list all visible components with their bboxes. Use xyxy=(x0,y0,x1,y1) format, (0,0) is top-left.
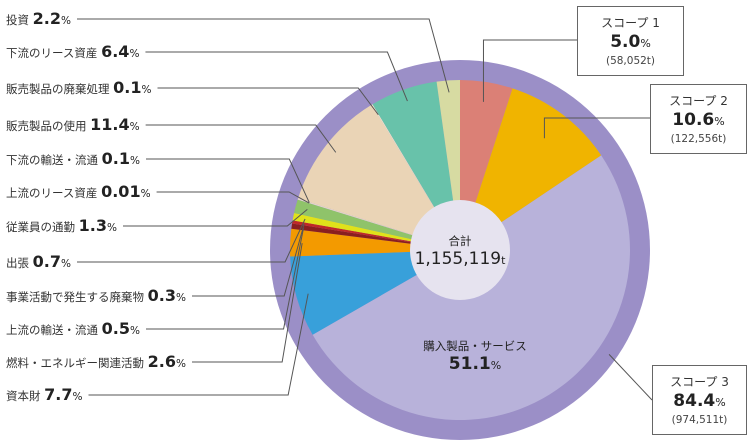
slice-scope2 xyxy=(460,88,602,250)
leader-7 xyxy=(77,218,306,263)
label-5: 上流のリース資産 0.01% xyxy=(6,182,151,201)
leader-8 xyxy=(192,223,305,297)
label-0: 投資 2.2% xyxy=(6,9,71,28)
leader-3 xyxy=(145,124,337,153)
scope3-percent: 84.4% xyxy=(673,391,726,411)
scope1-percent: 5.0% xyxy=(610,32,651,52)
leader-scope3 xyxy=(608,354,653,401)
purchased-goods-value: 51.1% xyxy=(448,354,502,374)
scope3-box: スコープ 3 84.4% (974,511t) xyxy=(652,365,747,435)
total-label: 合計 1,155,119t xyxy=(410,233,510,269)
leader-scope1 xyxy=(482,39,577,102)
leader-11 xyxy=(88,293,309,396)
leader-lines xyxy=(77,18,653,401)
leader-6 xyxy=(123,208,308,227)
label-2: 販売製品の廃棄処理 0.1% xyxy=(6,78,152,97)
label-9: 上流の輸送・流通 0.5% xyxy=(6,319,140,338)
center-disc xyxy=(410,200,510,300)
leader-2 xyxy=(157,87,379,116)
scope1-box: スコープ 1 5.0% (58,052t) xyxy=(577,6,684,76)
label-8: 事業活動で発生する廃棄物 0.3% xyxy=(6,286,186,305)
scope1-amount: (58,052t) xyxy=(605,55,656,67)
leader-scope2 xyxy=(543,117,650,139)
label-4: 下流の輸送・流通 0.1% xyxy=(6,149,140,168)
purchased-goods-name: 購入製品・サービス xyxy=(423,339,527,353)
slice-cat3 xyxy=(298,104,460,250)
leader-9 xyxy=(146,227,305,330)
scope3-amount: (974,511t) xyxy=(671,414,728,426)
scope3-title: スコープ 3 xyxy=(670,375,729,389)
scope1-title: スコープ 1 xyxy=(601,16,660,30)
label-11: 資本財 7.7% xyxy=(6,385,83,404)
purchased-goods-label: 購入製品・サービス 51.1% xyxy=(400,338,550,374)
leader-1 xyxy=(145,51,408,102)
label-10: 燃料・エネルギー関連活動 2.6% xyxy=(6,352,186,371)
leader-4 xyxy=(146,158,310,203)
category-labels: 投資 2.2% 下流のリース資産 6.4% 販売製品の廃棄処理 0.1% 販売製品の使… xyxy=(6,9,186,404)
leader-0 xyxy=(77,18,450,93)
label-3: 販売製品の使用 11.4% xyxy=(6,115,140,134)
scope2-amount: (122,556t) xyxy=(670,133,727,145)
total-title: 合計 xyxy=(448,234,472,248)
label-7: 出張 0.7% xyxy=(6,252,71,271)
scope2-percent: 10.6% xyxy=(672,110,725,130)
leader-5 xyxy=(156,191,310,204)
total-value: 1,155,119t xyxy=(414,249,506,269)
scope2-title: スコープ 2 xyxy=(669,94,728,108)
leader-10 xyxy=(192,243,303,363)
scope2-box: スコープ 2 10.6% (122,556t) xyxy=(650,84,747,154)
label-1: 下流のリース資産 6.4% xyxy=(6,42,139,61)
label-6: 従業員の通勤 1.3% xyxy=(6,216,117,235)
